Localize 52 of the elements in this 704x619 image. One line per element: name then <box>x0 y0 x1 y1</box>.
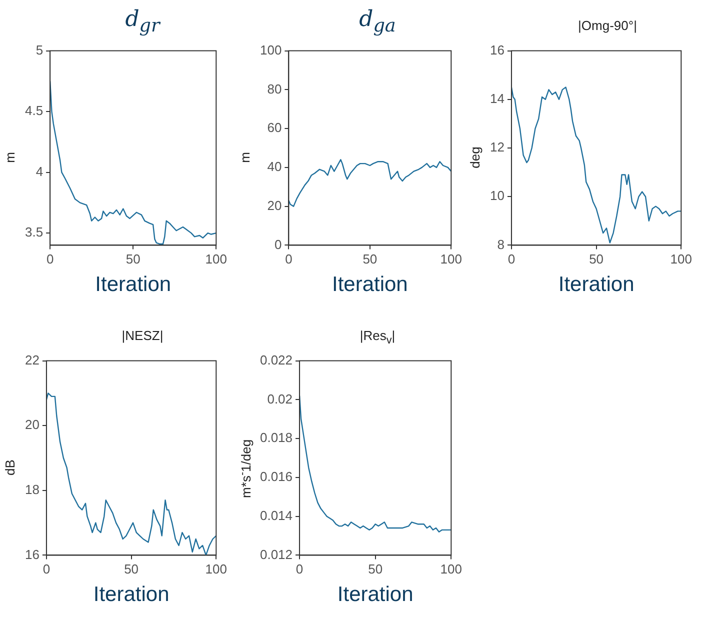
x-tick-label: 0 <box>296 562 304 577</box>
y-tick-label: 10 <box>490 188 504 204</box>
chart-title: |Omg-90°| <box>577 17 638 35</box>
y-tick-label: 0.016 <box>260 469 293 484</box>
x-axis-title: Iteration <box>95 273 172 296</box>
x-tick-label: 0 <box>46 252 54 267</box>
y-tick-label: 100 <box>260 42 282 58</box>
y-tick-label: 4 <box>36 164 44 179</box>
x-tick-label: 100 <box>205 252 228 267</box>
x-tick-label: 100 <box>440 562 462 577</box>
x-axis-title: Iteration <box>332 273 408 296</box>
chart-title: d$_{gr}$ <box>124 6 162 38</box>
x-tick-label: 50 <box>368 562 383 577</box>
y-tick-label: 18 <box>24 482 40 497</box>
y-tick-label: 60 <box>267 120 282 136</box>
y-tick-label: 14 <box>490 90 504 106</box>
y-tick-label: 40 <box>267 159 282 174</box>
y-axis-title: dB <box>2 458 18 478</box>
chart-title: d$_{ga}$ <box>358 6 397 38</box>
y-tick-label: 0 <box>274 236 282 252</box>
y-tick-label: 0.012 <box>260 546 293 562</box>
y-axis-title: m <box>2 151 18 165</box>
y-tick-label: 80 <box>267 81 282 96</box>
y-tick-label: 16 <box>24 546 40 562</box>
y-tick-label: 16 <box>490 42 504 58</box>
y-tick-label: 12 <box>490 140 504 155</box>
x-axis-title: Iteration <box>558 273 634 296</box>
y-tick-label: 0.02 <box>267 391 293 406</box>
y-tick-label: 22 <box>24 352 40 368</box>
y-tick-label: 0.022 <box>260 352 293 368</box>
x-tick-label: 50 <box>124 562 139 577</box>
y-tick-label: 20 <box>267 198 282 213</box>
y-tick-label: 20 <box>24 417 40 432</box>
x-tick-label: 100 <box>205 562 228 577</box>
y-tick-label: 3.5 <box>24 224 44 240</box>
y-tick-label: 4.5 <box>24 103 44 118</box>
x-tick-label: 100 <box>670 252 692 267</box>
x-tick-label: 0 <box>508 252 516 267</box>
y-tick-label: 0.018 <box>260 430 293 446</box>
x-tick-label: 50 <box>362 252 378 267</box>
y-tick-label: 0.014 <box>260 508 293 523</box>
x-axis-title: Iteration <box>93 583 170 606</box>
x-tick-label: 50 <box>589 252 604 267</box>
x-tick-label: 50 <box>126 252 140 267</box>
y-tick-label: 5 <box>36 42 44 58</box>
x-tick-label: 100 <box>440 252 462 267</box>
y-axis-title: deg <box>468 146 482 170</box>
y-tick-label: 8 <box>497 236 504 252</box>
x-axis-title: Iteration <box>337 583 414 606</box>
chart-title: |NESZ| <box>120 327 164 345</box>
chart-title: |Res$_{v}$| <box>358 327 396 349</box>
y-axis-title: m <box>238 151 252 165</box>
